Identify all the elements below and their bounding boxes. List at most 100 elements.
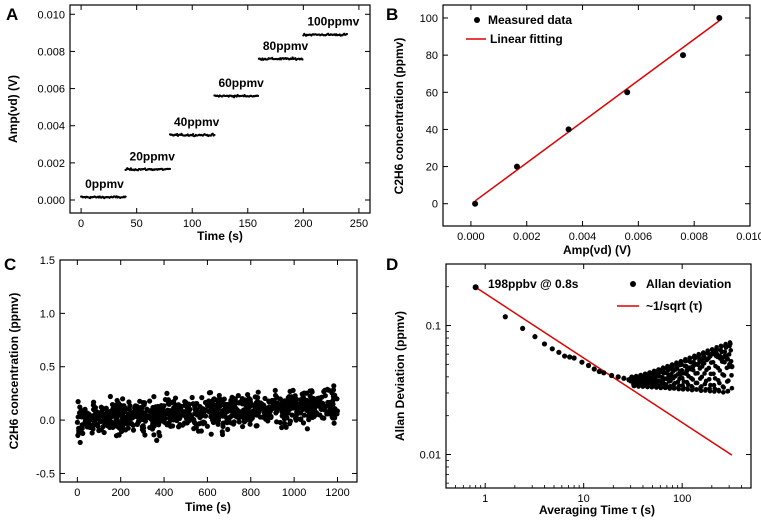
panel-d-plot-area bbox=[472, 284, 735, 456]
panel-d-allan-point bbox=[615, 374, 621, 380]
panel-c-point bbox=[236, 419, 242, 425]
panel-c-y-axis-label: C2H6 concentration (ppmv) bbox=[7, 293, 21, 450]
panel-d-allan-point bbox=[556, 349, 562, 355]
panel-d-allan-point bbox=[710, 360, 716, 365]
panel-c-point bbox=[231, 400, 237, 406]
panel-b-measured-point bbox=[624, 89, 631, 96]
panel-d-allan-point bbox=[675, 372, 680, 377]
panel-d-allan-point bbox=[695, 361, 701, 367]
panel-c-point bbox=[241, 419, 247, 425]
panel-c-point bbox=[279, 424, 285, 431]
panel-c-point bbox=[135, 420, 141, 427]
panel-a-step-label: 80ppmv bbox=[263, 39, 309, 53]
panel-b-x-ticks: 0.000 0.002 0.004 0.006 0.008 0.010 bbox=[457, 5, 761, 243]
panel-d-allan-point bbox=[685, 387, 691, 392]
panel-c-point bbox=[283, 424, 289, 430]
panel-c-point bbox=[114, 417, 120, 423]
panel-c-point bbox=[206, 390, 213, 396]
panel-letter-b: B bbox=[386, 5, 398, 24]
panel-d-allan-point bbox=[726, 364, 732, 370]
panel-d-start-point bbox=[472, 284, 479, 291]
panel-c-point bbox=[79, 413, 85, 419]
panel-c-point bbox=[101, 416, 107, 423]
d-x-tick-label: 100 bbox=[673, 493, 691, 505]
panel-b-fit-line bbox=[474, 20, 720, 202]
panel-c-point bbox=[211, 415, 217, 422]
panel-d-y-ticks: 0.01 0.1 bbox=[420, 286, 751, 484]
panel-d-allan-point bbox=[672, 385, 677, 391]
panel-c-point bbox=[141, 402, 147, 408]
panel-d-x-axis-label: Averaging Time τ (s) bbox=[539, 503, 655, 517]
panel-d-allan-point bbox=[663, 385, 668, 391]
panel-c-point bbox=[75, 414, 81, 420]
panel-d-allan-point bbox=[729, 385, 735, 391]
panel-c-point bbox=[307, 393, 313, 399]
b-x-tick-label: 0.000 bbox=[457, 231, 485, 243]
panel-d-allan-point bbox=[702, 371, 707, 376]
panel-c-point bbox=[147, 424, 153, 431]
panel-c-point bbox=[164, 390, 170, 396]
panel-d-allan-point bbox=[725, 388, 731, 394]
panel-c-point bbox=[299, 391, 305, 397]
a-y-tick-label: 0.010 bbox=[37, 9, 65, 21]
panel-a-point bbox=[211, 132, 214, 135]
panel-d-allan-point bbox=[722, 359, 727, 365]
panel-d-allan-point bbox=[561, 353, 568, 359]
panel-c-point bbox=[144, 407, 150, 413]
panel-c-point bbox=[110, 421, 116, 427]
panel-c-point bbox=[199, 395, 205, 401]
panel-d-allan-point bbox=[721, 390, 726, 395]
panel-c-point bbox=[309, 414, 316, 421]
panel-c-point bbox=[116, 432, 122, 438]
b-y-tick-label: 40 bbox=[426, 124, 438, 136]
panel-b: B 0.000 0.002 0.004 0.006 0.008 0.010 0 20 40 60… bbox=[386, 4, 761, 257]
panel-c-point bbox=[289, 412, 295, 418]
panel-c-point bbox=[248, 412, 254, 418]
panel-d-allan-point bbox=[699, 384, 704, 389]
c-y-tick-label: -0.5 bbox=[36, 468, 55, 480]
panel-c-point bbox=[89, 430, 95, 436]
panel-c-point bbox=[90, 416, 96, 422]
panel-c-point bbox=[225, 415, 231, 421]
panel-d-allan-point bbox=[579, 359, 585, 365]
panel-c-point bbox=[246, 395, 252, 402]
panel-a-x-axis-label: Time (s) bbox=[197, 229, 243, 243]
panel-c-point bbox=[153, 421, 159, 427]
panel-c-point bbox=[244, 392, 251, 398]
panel-letter-a: A bbox=[6, 5, 18, 24]
a-y-tick-label: 0.000 bbox=[37, 195, 65, 207]
panel-c-point bbox=[80, 430, 86, 436]
panel-c-point bbox=[90, 406, 97, 413]
panel-d-allan-point bbox=[701, 361, 707, 366]
panel-c-point bbox=[220, 408, 226, 414]
panel-d-allan-point bbox=[701, 350, 706, 355]
panel-c-point bbox=[277, 396, 283, 402]
a-y-tick-label: 0.002 bbox=[37, 158, 65, 170]
panel-c-point bbox=[323, 403, 329, 410]
panel-c-point bbox=[117, 410, 123, 417]
panel-c-point bbox=[284, 415, 290, 421]
panel-c-point bbox=[202, 413, 209, 419]
panel-c-point bbox=[262, 395, 268, 402]
a-y-tick-label: 0.008 bbox=[37, 46, 65, 58]
panel-a-step-label: 20ppmv bbox=[130, 149, 176, 163]
c-y-tick-label: 0.5 bbox=[40, 362, 55, 374]
c-x-tick-label: 800 bbox=[242, 487, 260, 499]
panel-d-allan-point bbox=[722, 349, 728, 354]
b-x-tick-label: 0.002 bbox=[513, 231, 541, 243]
panel-a-step-label: 100ppmv bbox=[307, 15, 359, 29]
panel-d-allan-point bbox=[714, 347, 720, 353]
panel-b-legend: Measured data Linear fitting bbox=[466, 13, 572, 46]
panel-c: C 0 200 400 600 800 1000 1200 -0.5 0.0 0.5 1.0 1.5… bbox=[4, 255, 358, 514]
panel-d-legend: Allan deviation ~1/sqrt (τ) bbox=[617, 277, 731, 313]
panel-d-allan-point bbox=[690, 377, 696, 382]
panel-a-point bbox=[345, 32, 348, 36]
panel-c-point bbox=[98, 404, 104, 410]
panel-d-allan-point bbox=[703, 386, 709, 392]
panel-c-point bbox=[293, 402, 300, 408]
legend-marker-allan bbox=[630, 281, 636, 287]
panel-c-point bbox=[151, 394, 157, 400]
panel-c-point bbox=[304, 426, 310, 432]
panel-d-allan-point bbox=[712, 386, 718, 391]
